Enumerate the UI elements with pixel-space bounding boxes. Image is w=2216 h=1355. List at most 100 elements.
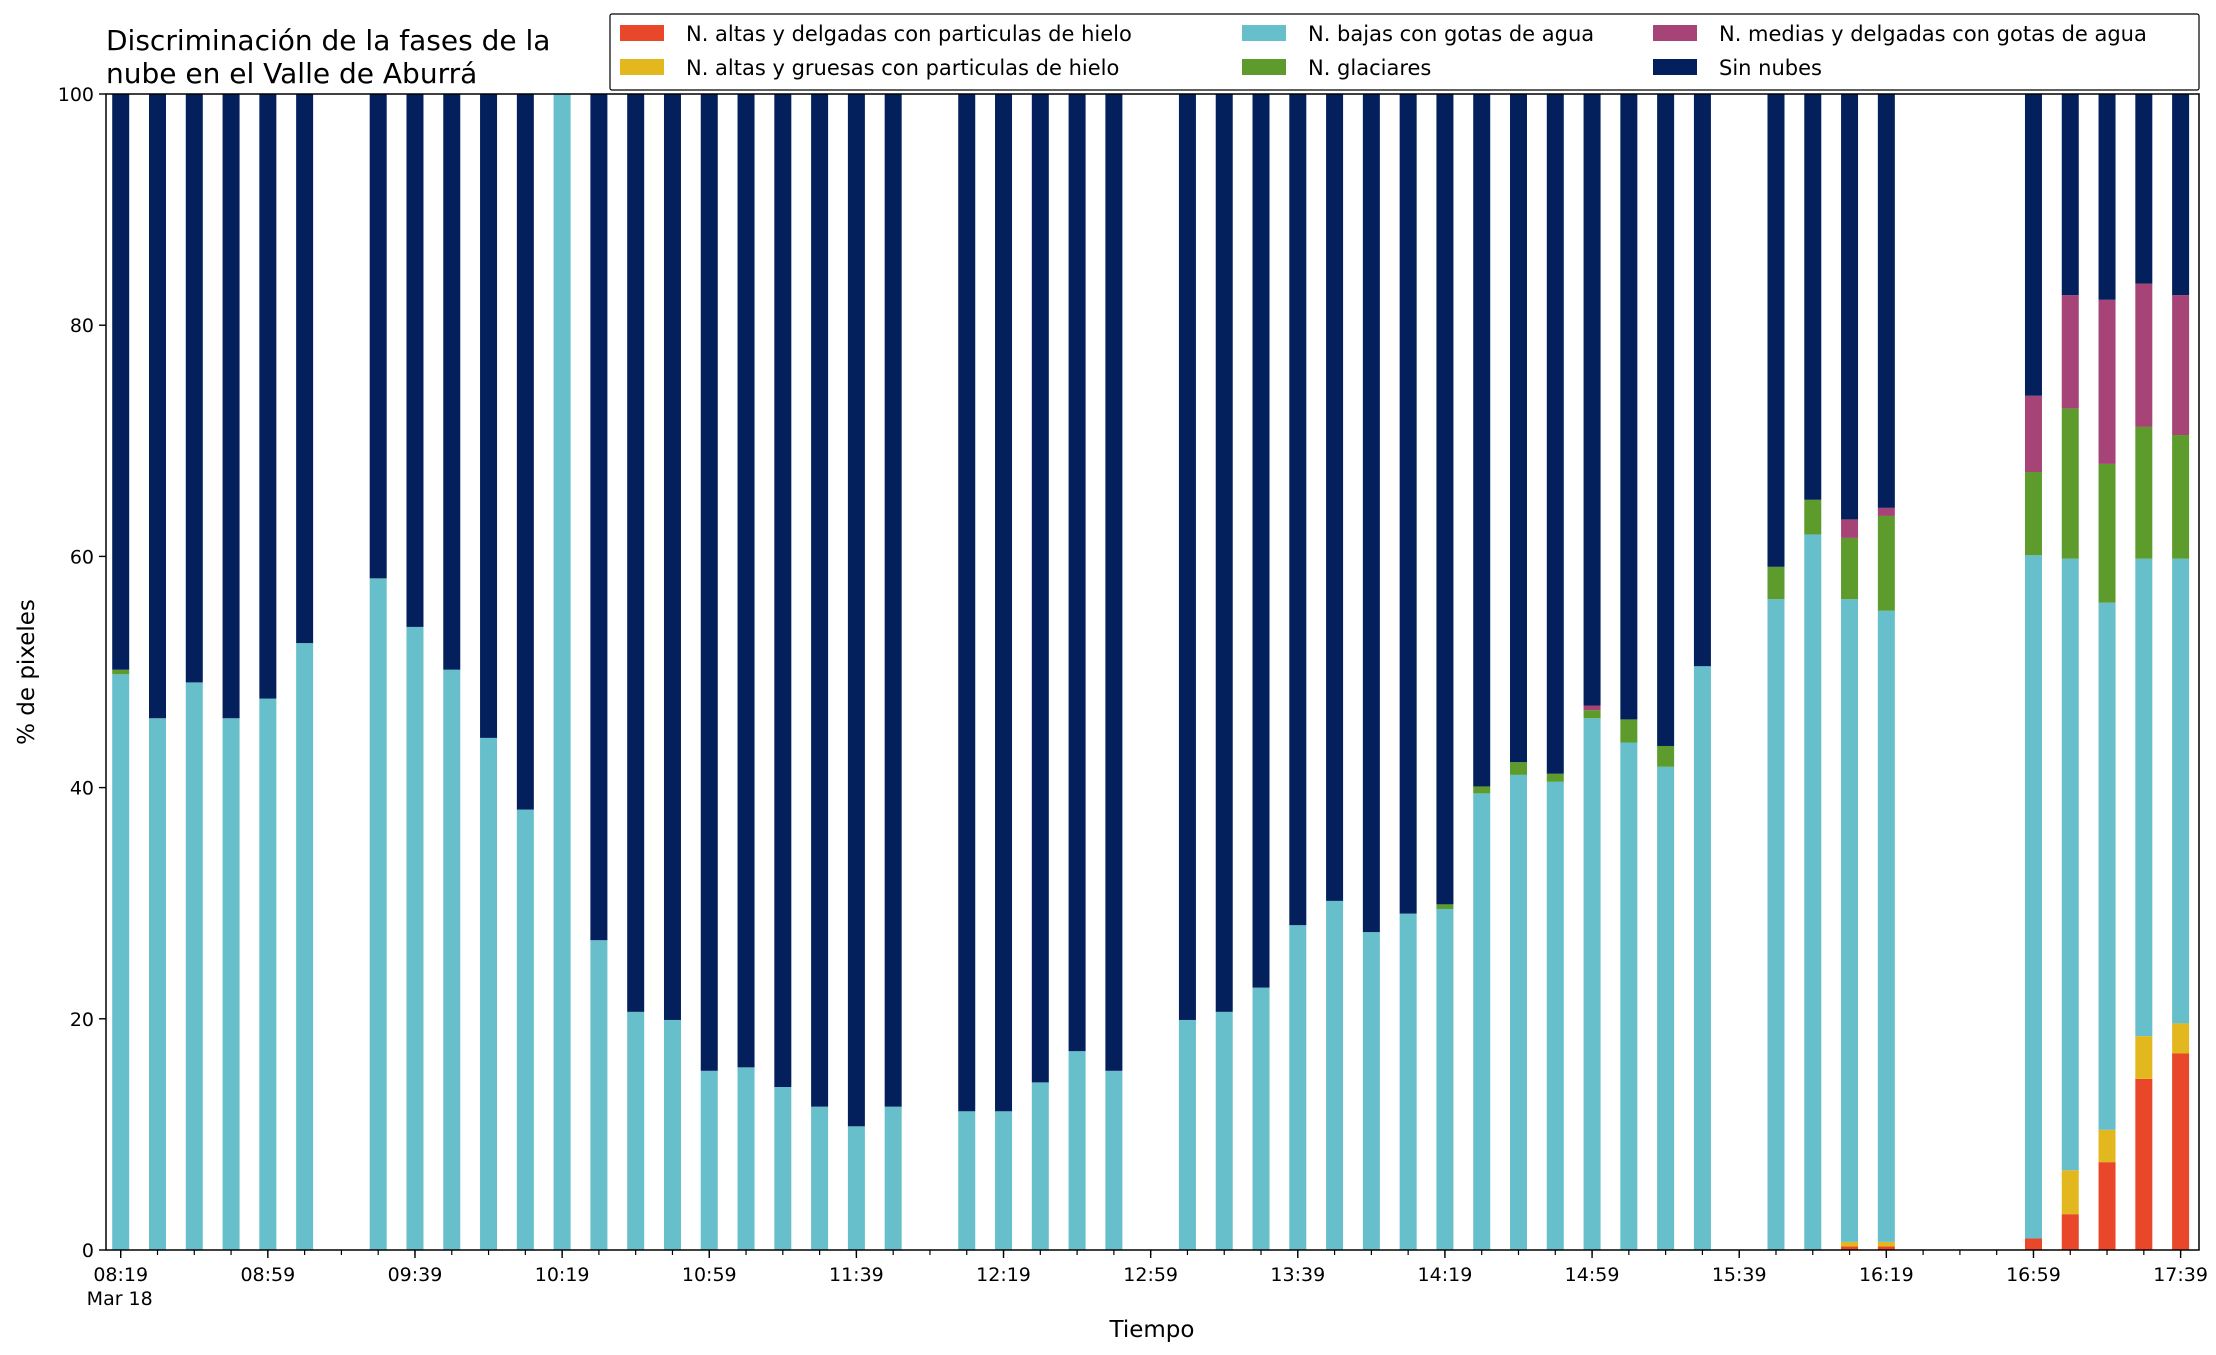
legend-label-mid-water: N. medias y delgadas con gotas de agua [1719,22,2147,46]
bar-segment-low-water [1362,932,1380,1250]
bar-segment-low-water [2024,555,2042,1239]
bar-segment-mid-water [2098,299,2116,464]
legend-label-glaciated: N. glaciares [1308,56,1431,80]
bar-segment-glaciated [1841,537,1859,600]
legend-swatch-mid-water [1653,25,1697,41]
bar-segment-low-water [1068,1051,1086,1250]
bar-segment-clear [663,94,681,1020]
bar-segment-clear [811,94,829,1107]
y-tick-label: 100 [58,84,94,106]
bar-stack-group [112,94,2190,1250]
bar-segment-mid-water [1841,519,1859,538]
bar-segment-glaciated [1877,515,1895,611]
legend-label-ice-thin: N. altas y delgadas con particulas de hi… [686,22,1132,46]
bar-segment-low-water [406,626,424,1250]
x-tick-label: 10:19 [535,1264,590,1286]
bar-segment-clear [480,94,498,738]
bar-segment-ice-thin [2024,1238,2042,1250]
y-tick-label: 20 [70,1009,94,1031]
bar-segment-clear [369,94,387,579]
bar-segment-glaciated [112,669,130,675]
bar-segment-clear [1068,94,1086,1052]
bar-segment-glaciated [1620,719,1638,743]
bar-segment-low-water [847,1126,865,1250]
bar-segment-clear [112,94,130,670]
bar-segment-low-water [1767,599,1785,1250]
bar-segment-clear [1178,94,1196,1020]
bar-segment-glaciated [1767,566,1785,600]
bar-segment-low-water [590,940,608,1250]
bar-segment-glaciated [1436,904,1454,909]
bar-segment-clear [847,94,865,1127]
legend-swatch-glaciated [1242,59,1286,75]
bar-segment-ice-thick [2135,1036,2153,1079]
bar-segment-low-water [1289,925,1307,1250]
y-tick-label: 80 [70,315,94,337]
bar-segment-ice-thin [1877,1246,1895,1250]
bar-segment-low-water [1841,599,1859,1242]
legend: N. altas y delgadas con particulas de hi… [609,13,2200,91]
bar-segment-ice-thin [2061,1214,2079,1250]
chart-title: Discriminación de la fases de la nube en… [106,24,550,90]
bar-segment-glaciated [2098,463,2116,603]
bar-segment-clear [406,94,424,627]
bar-segment-clear [1105,94,1123,1071]
x-tick-sublabel: Mar 18 [87,1288,153,1310]
bar-segment-clear [1546,94,1564,774]
bar-segment-glaciated [1657,745,1675,767]
bar-segment-clear [1289,94,1307,926]
bar-segment-mid-water [2024,395,2042,473]
bar-segment-low-water [516,809,534,1250]
bar-segment-clear [516,94,534,810]
bar-segment-clear [443,94,461,670]
x-tick-label: 09:39 [388,1264,443,1286]
bar-segment-glaciated [2061,408,2079,559]
bar-segment-low-water [222,718,240,1250]
bar-segment-clear [1620,94,1638,720]
bar-segment-clear [149,94,166,719]
bar-segment-clear [1877,94,1895,508]
bar-segment-clear [2135,94,2153,284]
bar-segment-clear [1510,94,1527,763]
x-tick-label: 08:19 [93,1264,148,1286]
bar-segment-clear [1215,94,1233,1012]
bar-segment-clear [1473,94,1491,787]
bar-segment-ice-thin [1841,1246,1859,1250]
bar-segment-ice-thin [2172,1053,2190,1250]
bar-segment-clear [700,94,718,1071]
bar-segment-mid-water [2135,283,2153,427]
legend-swatch-clear [1653,59,1697,75]
bar-segment-clear [774,94,792,1087]
y-tick-label: 60 [70,546,94,568]
bar-segment-ice-thick [2061,1170,2079,1215]
bar-segment-low-water [2135,558,2153,1037]
bar-segment-glaciated [1473,786,1491,794]
x-tick-label: 15:39 [1712,1264,1767,1286]
bar-segment-clear [995,94,1013,1112]
legend-label-low-water: N. bajas con gotas de agua [1308,22,1594,46]
x-tick-label: 14:19 [1418,1264,1473,1286]
bar-segment-low-water [995,1111,1013,1250]
bar-segment-clear [2024,94,2042,396]
bar-segment-low-water [443,669,461,1250]
bar-segment-low-water [774,1087,792,1250]
bar-segment-low-water [700,1070,718,1250]
bar-segment-low-water [1804,534,1822,1250]
bar-segment-low-water [112,674,130,1250]
bar-segment-glaciated [2135,426,2153,559]
bar-segment-low-water [627,1011,645,1250]
bar-segment-clear [2172,94,2190,296]
bar-segment-clear [1252,94,1270,988]
bar-segment-ice-thick [1841,1241,1859,1247]
bar-segment-clear [1362,94,1380,933]
bar-segment-low-water [884,1106,902,1250]
x-tick-label: 12:59 [1123,1264,1178,1286]
bar-segment-mid-water [1583,705,1601,711]
bar-segment-glaciated [1546,773,1564,782]
bar-segment-low-water [1399,913,1417,1250]
bar-segment-low-water [1105,1070,1123,1250]
legend-swatch-ice-thin [620,25,664,41]
bar-segment-low-water [149,718,166,1250]
chart-title-line-1: Discriminación de la fases de la [106,24,550,57]
